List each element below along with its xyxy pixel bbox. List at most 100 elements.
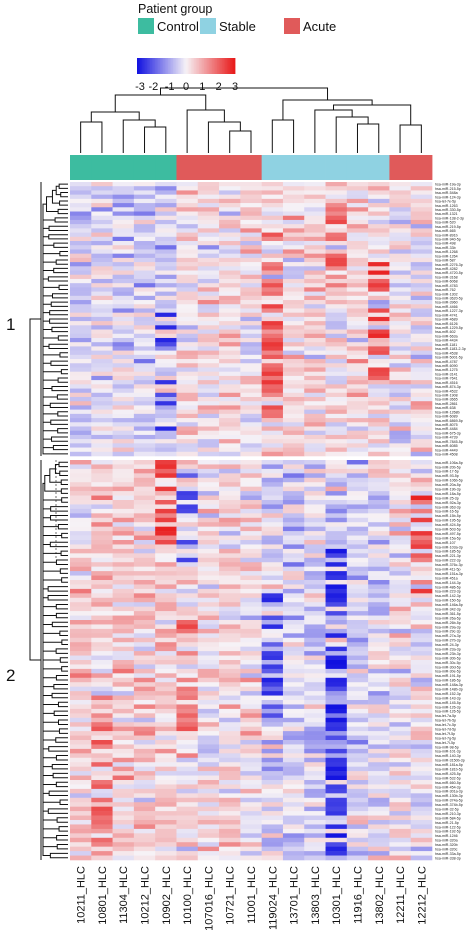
heatmap-cell — [368, 620, 390, 625]
heatmap-cell — [155, 535, 177, 541]
heatmap-cell — [304, 571, 326, 576]
heatmap-cell — [155, 562, 177, 567]
row-label: hsa-miR-4449 — [435, 448, 458, 452]
heatmap-cell — [325, 430, 348, 436]
heatmap-cell — [155, 396, 177, 402]
heatmap-cell — [219, 430, 241, 436]
heatmap-cell — [240, 766, 262, 772]
heatmap-cell — [197, 691, 220, 696]
heatmap-cell — [282, 722, 305, 727]
heatmap-cell — [261, 409, 284, 415]
heatmap-cell — [304, 375, 326, 381]
heatmap-cell — [261, 708, 284, 714]
heatmap-cell — [219, 646, 241, 652]
heatmap-cell — [240, 748, 262, 754]
heatmap-cell — [261, 304, 284, 309]
heatmap-cell — [155, 291, 177, 297]
heatmap-cell — [368, 553, 390, 559]
heatmap-cell — [240, 540, 262, 545]
row-dendrogram-link — [60, 479, 68, 485]
heatmap-cell — [410, 337, 433, 343]
heatmap-cell — [261, 354, 284, 360]
heatmap-cell — [219, 215, 241, 221]
heatmap-cell — [112, 797, 135, 803]
heatmap-cell — [240, 544, 262, 550]
heatmap-cell — [240, 793, 262, 799]
heatmap-cell — [410, 316, 433, 322]
heatmap-cell — [346, 820, 369, 825]
heatmap-cell — [282, 580, 305, 585]
heatmap-cell — [219, 464, 241, 470]
heatmap-cell — [197, 806, 220, 812]
heatmap-cell — [70, 753, 92, 759]
heatmap-cell — [133, 602, 156, 607]
heatmap-cell — [219, 363, 241, 368]
heatmap-cell — [91, 186, 113, 191]
row-label: hsa-miR-126-3p — [435, 705, 461, 709]
heatmap-cell — [155, 482, 177, 487]
heatmap-cell — [112, 266, 135, 271]
heatmap-cell — [133, 837, 156, 843]
heatmap-cell — [91, 695, 113, 701]
heatmap-cell — [219, 413, 241, 419]
heatmap-cell — [410, 566, 433, 572]
heatmap-cell — [176, 346, 199, 351]
heatmap-cell — [282, 526, 305, 532]
heatmap-cell — [176, 451, 199, 457]
heatmap-cell — [368, 380, 390, 385]
row-label: hsa-miR-2276-3p — [435, 263, 463, 267]
color-key-segment — [233, 58, 236, 74]
heatmap-cell — [261, 655, 284, 661]
heatmap-cell — [91, 588, 113, 594]
heatmap-cell — [91, 593, 113, 599]
row-label: hsa-miR-138-2-3p — [435, 216, 464, 220]
heatmap-cell — [325, 771, 348, 776]
heatmap-cell — [346, 182, 369, 187]
heatmap-cell — [282, 824, 305, 830]
heatmap-cell — [368, 753, 390, 759]
heatmap-cell — [155, 611, 177, 616]
heatmap-cell — [389, 637, 412, 643]
row-label: hsa-miR-1275 — [435, 368, 458, 372]
heatmap-cell — [91, 664, 113, 670]
heatmap-cell — [133, 566, 156, 572]
heatmap-cell — [70, 300, 92, 305]
legend-label-control: Control — [157, 19, 199, 34]
heatmap-cell — [368, 842, 390, 847]
heatmap-cell — [176, 329, 199, 335]
heatmap-cell — [261, 588, 284, 594]
column-label: 13701_HLC — [289, 866, 301, 925]
heatmap-cell — [389, 766, 412, 772]
heatmap-cell — [112, 300, 135, 305]
heatmap-cell — [410, 203, 433, 208]
heatmap-cell — [368, 788, 390, 794]
heatmap-cell — [197, 236, 220, 242]
heatmap-cell — [70, 833, 92, 839]
column-dendrogram-link — [333, 104, 412, 125]
heatmap-cell — [112, 526, 135, 532]
heatmap-cell — [70, 321, 92, 326]
row-label: hsa-miR-23b-3p — [435, 652, 461, 656]
heatmap-cell — [410, 236, 433, 242]
heatmap-cell — [304, 300, 326, 305]
row-label: hsa-miR-130b-3p — [435, 794, 463, 798]
heatmap-cell — [155, 677, 177, 683]
heatmap-cell — [112, 232, 135, 238]
heatmap-cell — [410, 321, 433, 326]
heatmap-cell — [261, 753, 284, 759]
heatmap-cell — [410, 468, 433, 474]
column-label: 10902_HLC — [161, 866, 173, 925]
heatmap-cell — [346, 655, 369, 661]
heatmap-cell — [91, 371, 113, 377]
heatmap-cell — [112, 504, 135, 510]
heatmap-cell — [304, 695, 326, 701]
heatmap-cell — [282, 418, 305, 423]
heatmap-cell — [389, 447, 412, 453]
heatmap-cell — [304, 566, 326, 572]
heatmap-cell — [112, 215, 135, 221]
heatmap-cell — [346, 312, 369, 318]
heatmap-cell — [133, 308, 156, 313]
heatmap-cell — [240, 473, 262, 479]
heatmap-cell — [261, 855, 284, 861]
heatmap-cell — [240, 580, 262, 585]
